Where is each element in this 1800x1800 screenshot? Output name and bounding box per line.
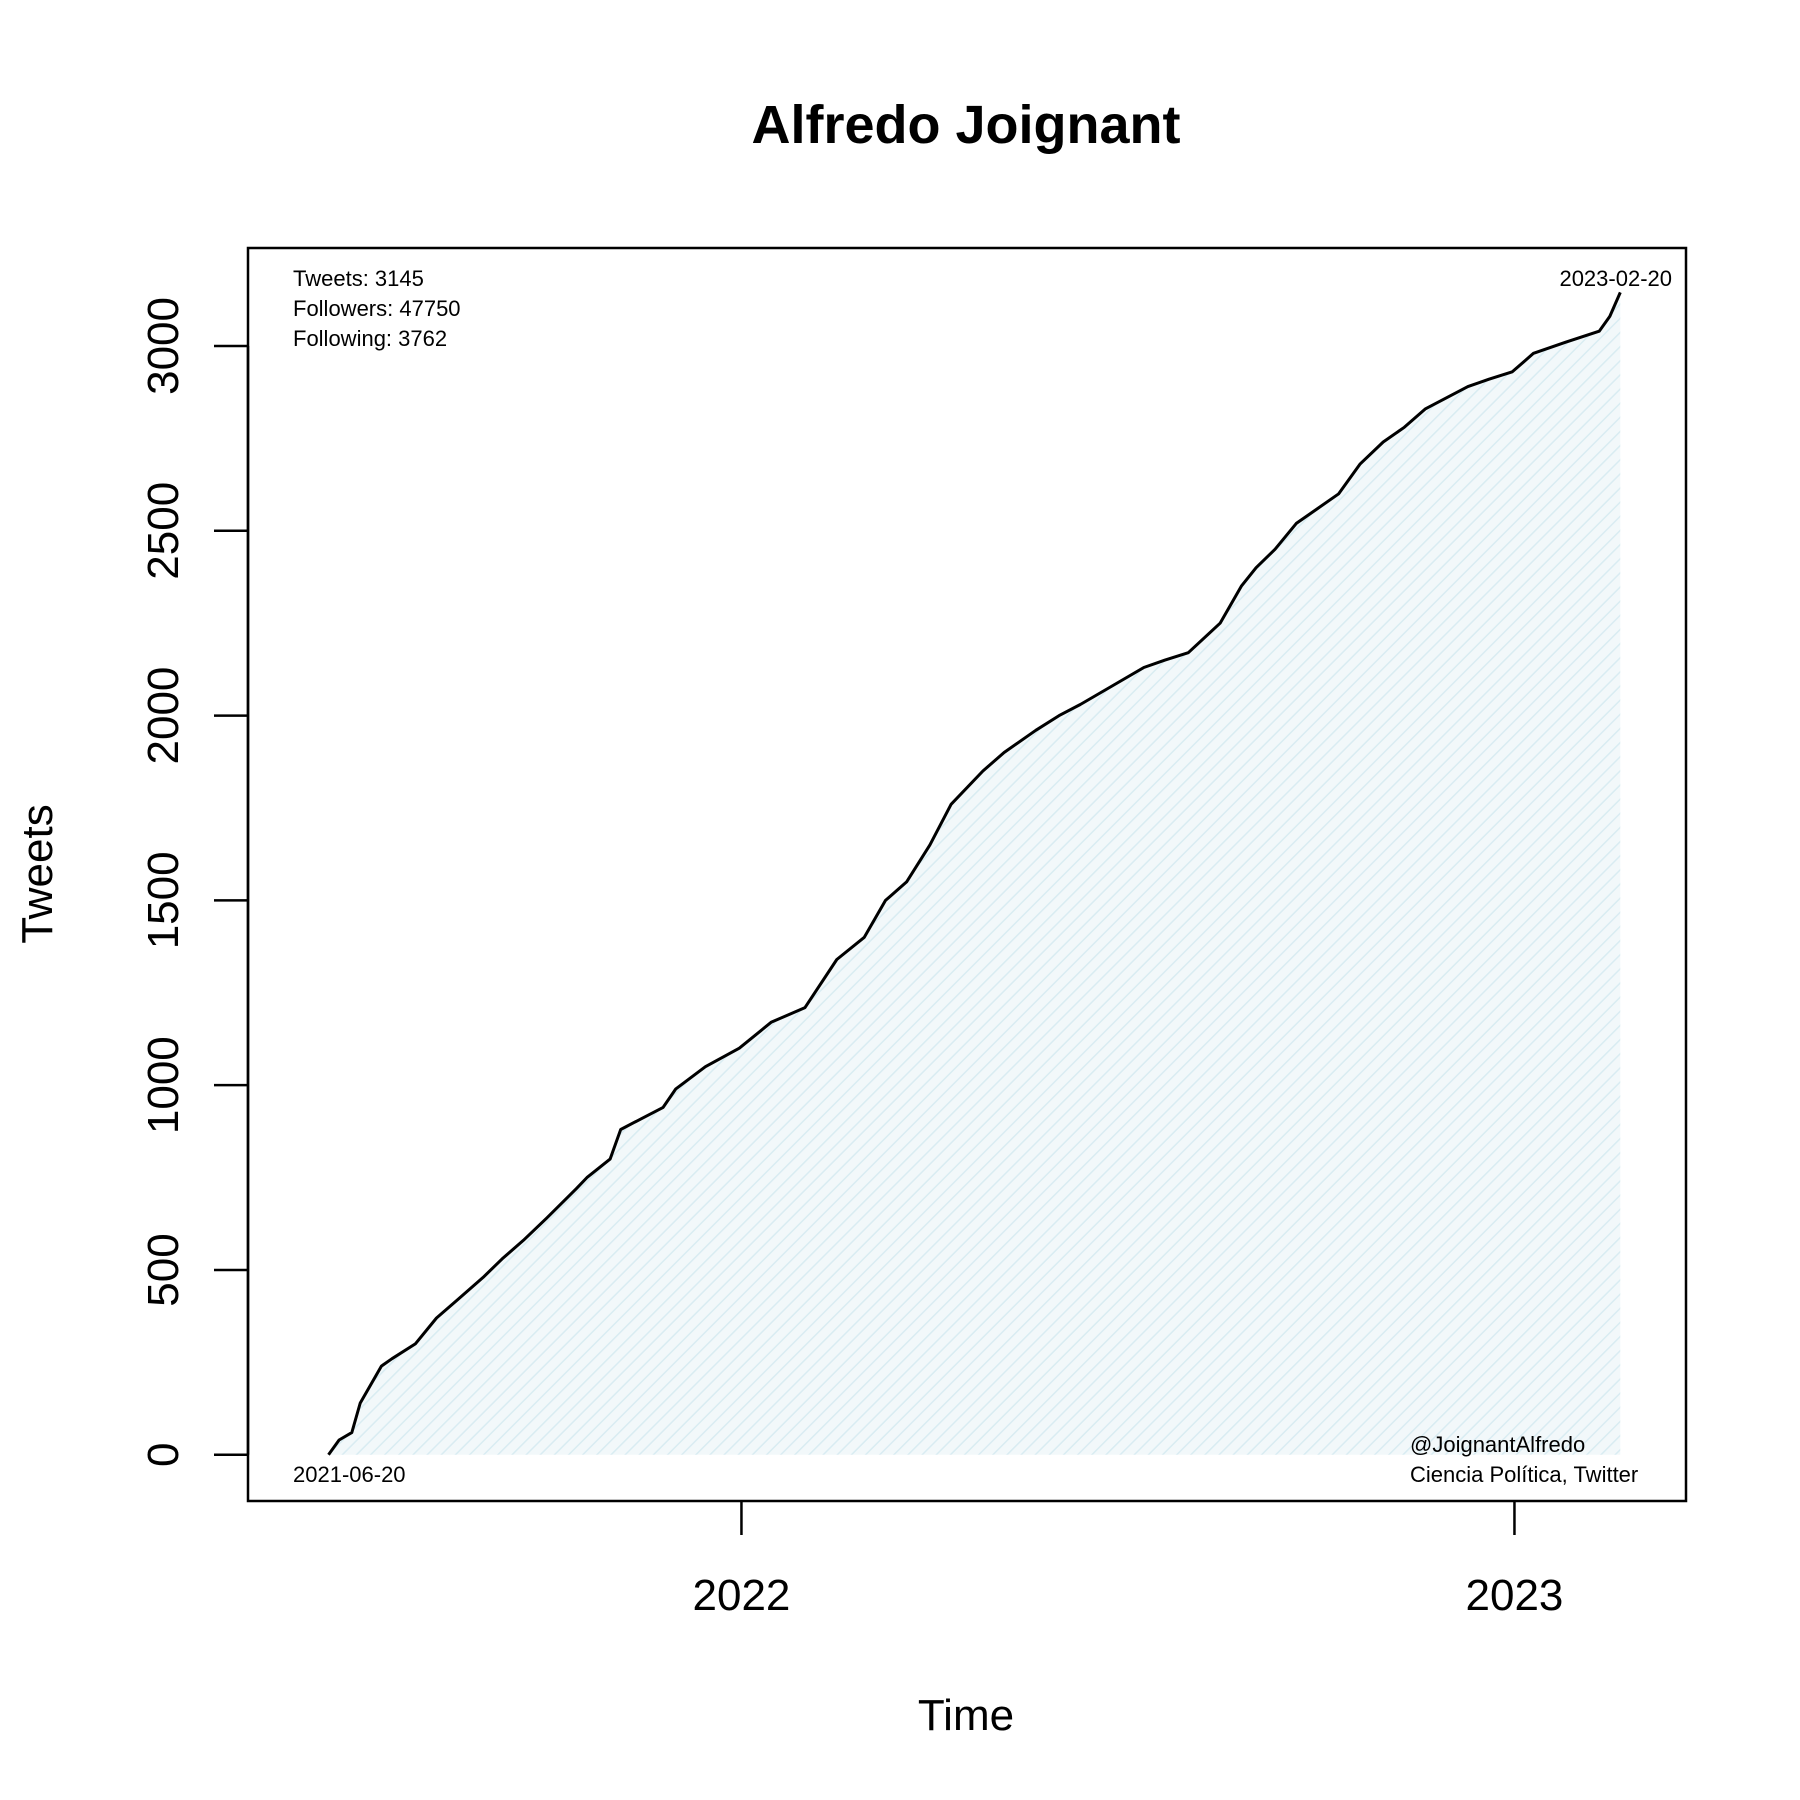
y-tick-label: 3000 [139, 297, 188, 395]
x-tick-label: 2022 [693, 1571, 791, 1620]
x-axis: 2022 2023 [693, 1501, 1564, 1620]
stats-annotation: Tweets: 3145 Followers: 47750 Following:… [293, 266, 461, 351]
y-tick-label: 0 [139, 1443, 188, 1467]
following-count-label: Following: 3762 [293, 326, 447, 351]
end-date-label: 2023-02-20 [1559, 266, 1672, 291]
y-axis: 0 500 1000 1500 2000 2500 3000 [139, 297, 250, 1467]
y-tick-label: 2500 [139, 482, 188, 580]
start-date-label: 2021-06-20 [293, 1462, 406, 1487]
cumulative-area-fill [328, 292, 1621, 1455]
chart-title: Alfredo Joignant [752, 95, 1181, 155]
y-tick-label: 1000 [139, 1036, 188, 1134]
followers-count-label: Followers: 47750 [293, 296, 461, 321]
y-tick-label: 1500 [139, 851, 188, 949]
y-tick-label: 500 [139, 1233, 188, 1306]
twitter-handle-label: @JoignantAlfredo [1410, 1432, 1585, 1457]
y-tick-label: 2000 [139, 667, 188, 765]
x-axis-title: Time [918, 1691, 1014, 1740]
cumulative-tweets-line [327, 291, 1622, 1456]
y-axis-title: Tweets [13, 804, 62, 943]
x-tick-label: 2023 [1466, 1571, 1564, 1620]
source-label: Ciencia Política, Twitter [1410, 1462, 1638, 1487]
tweets-count-label: Tweets: 3145 [293, 266, 424, 291]
